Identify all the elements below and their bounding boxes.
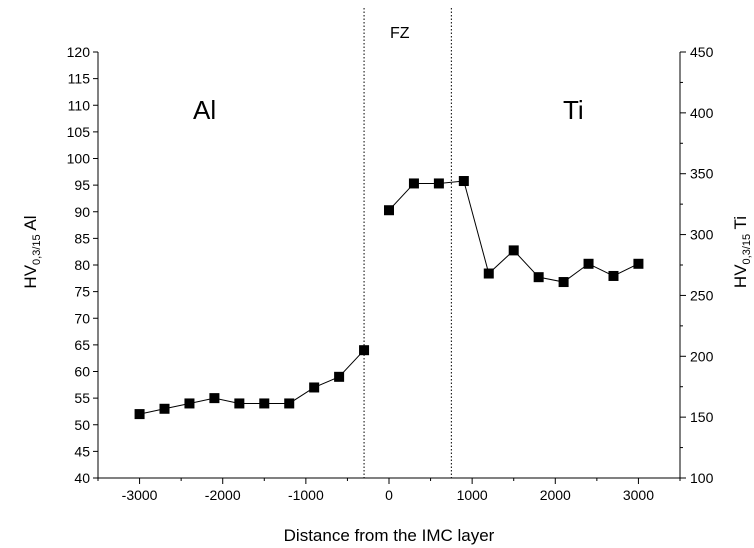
data-point-left bbox=[134, 409, 145, 420]
data-point-right bbox=[608, 270, 619, 281]
left-y-tick-label: 70 bbox=[74, 310, 90, 326]
x-tick-label: 0 bbox=[385, 487, 393, 503]
series-lines bbox=[139, 180, 639, 415]
x-tick-label: -3000 bbox=[122, 487, 158, 503]
left-y-tick-label: 55 bbox=[74, 390, 90, 406]
left-y-tick-label: 110 bbox=[68, 97, 91, 113]
data-point-right bbox=[458, 176, 469, 187]
left-y-tick-label: 115 bbox=[68, 71, 91, 87]
x-axis-ticks: -3000 -2000 -1000 0 1000 2000 3000 bbox=[97, 478, 681, 503]
data-point-right bbox=[384, 205, 394, 216]
x-tick-label: 3000 bbox=[623, 487, 654, 503]
left-y-tick-label: 80 bbox=[74, 257, 90, 273]
left-y-tick-label: 85 bbox=[74, 230, 90, 246]
left-y-tick-label: 120 bbox=[67, 44, 91, 60]
data-point-left bbox=[234, 398, 245, 409]
right-y-tick-label: 450 bbox=[690, 44, 714, 60]
right-y-axis-title-sub: 0,3/15 bbox=[741, 234, 753, 265]
left-y-tick-label: 60 bbox=[74, 364, 90, 380]
data-point-left bbox=[209, 393, 220, 404]
right-y-tick-label: 300 bbox=[690, 227, 714, 243]
x-axis-title: Distance from the IMC layer bbox=[284, 526, 495, 545]
left-y-tick-label: 40 bbox=[74, 470, 90, 486]
left-y-axis-ticks: 40 45 50 55 60 65 70 75 80 85 90 95 100 105 110 115 120 bbox=[67, 44, 98, 486]
left-y-axis-title-suffix: Al bbox=[21, 215, 40, 234]
data-point-right bbox=[508, 245, 519, 256]
data-point-right bbox=[633, 258, 644, 269]
data-point-right bbox=[433, 178, 444, 189]
right-y-tick-label: 350 bbox=[690, 166, 714, 182]
right-y-tick-label: 250 bbox=[690, 287, 714, 303]
left-y-tick-label: 45 bbox=[74, 443, 90, 459]
data-point-right bbox=[408, 178, 419, 189]
left-y-axis-title-main: HV bbox=[21, 264, 40, 288]
x-tick-label: -2000 bbox=[205, 487, 241, 503]
data-point-left bbox=[184, 398, 195, 409]
data-point-right bbox=[533, 272, 544, 283]
left-y-axis-title: HV0,3/15 Al bbox=[21, 215, 43, 288]
right-y-tick-label: 150 bbox=[690, 409, 714, 425]
right-y-axis-title-main: HV bbox=[731, 264, 750, 288]
data-point-left bbox=[159, 403, 170, 414]
left-y-tick-label: 75 bbox=[74, 284, 90, 300]
left-y-axis-title-sub: 0,3/15 bbox=[31, 234, 43, 265]
region-label-al: Al bbox=[193, 95, 216, 125]
right-y-axis-ticks: 100 150 200 250 300 350 400 450 bbox=[680, 44, 714, 486]
data-point-left bbox=[334, 371, 345, 382]
data-point-right bbox=[483, 268, 494, 279]
series-markers bbox=[134, 176, 644, 420]
series-line-left bbox=[139, 349, 365, 415]
x-tick-label: 1000 bbox=[457, 487, 488, 503]
x-tick-label: 2000 bbox=[540, 487, 571, 503]
series-line-right bbox=[388, 180, 639, 283]
left-y-tick-label: 95 bbox=[74, 177, 90, 193]
left-y-tick-label: 105 bbox=[67, 124, 91, 140]
data-point-left bbox=[284, 398, 295, 409]
right-y-axis-title: HV0,3/15 Ti bbox=[731, 216, 753, 288]
data-point-left bbox=[259, 398, 270, 409]
right-y-axis-title-suffix: Ti bbox=[731, 216, 750, 234]
data-point-right bbox=[558, 277, 569, 288]
data-point-right bbox=[583, 258, 594, 269]
region-label-ti: Ti bbox=[563, 95, 584, 125]
left-y-tick-label: 90 bbox=[74, 204, 90, 220]
left-y-tick-label: 50 bbox=[74, 417, 90, 433]
right-y-tick-label: 100 bbox=[690, 470, 714, 486]
data-point-left bbox=[359, 345, 370, 356]
region-label-fz: FZ bbox=[390, 25, 410, 42]
x-tick-label: -1000 bbox=[288, 487, 324, 503]
left-y-tick-label: 100 bbox=[67, 151, 91, 167]
right-y-tick-label: 400 bbox=[690, 105, 714, 121]
data-point-left bbox=[309, 382, 320, 393]
fz-boundaries bbox=[363, 8, 452, 478]
right-y-tick-label: 200 bbox=[690, 348, 714, 364]
left-y-tick-label: 65 bbox=[74, 337, 90, 353]
